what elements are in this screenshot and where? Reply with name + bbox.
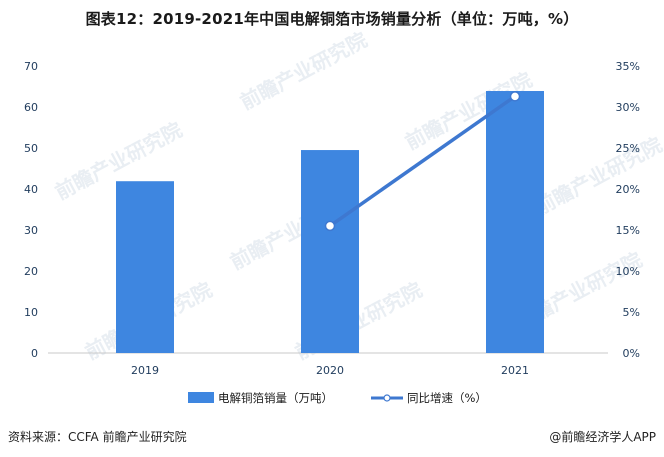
growth-point-0: [324, 220, 336, 232]
legend-bar-label: 电解铜箔销量（万吨）: [218, 391, 333, 405]
y-right-tick-25pct: 25%: [616, 142, 640, 155]
y-right-tick-30pct: 30%: [616, 101, 640, 114]
bar-2019: [116, 181, 174, 353]
watermark-1: 前瞻产业研究院: [236, 27, 371, 114]
growth-point-1: [509, 91, 521, 102]
x-tick-2021: 2021: [501, 364, 529, 377]
legend-bar-swatch: [188, 392, 214, 403]
x-tick-2020: 2020: [316, 364, 344, 377]
y-left-tick-70: 70: [24, 60, 38, 73]
y-right-tick-5pct: 5%: [623, 306, 640, 319]
y-left-tick-20: 20: [24, 265, 38, 278]
watermark-4: 前瞻产业研究院: [531, 132, 664, 219]
bar-2020: [301, 150, 359, 353]
y-right-tick-35pct: 35%: [616, 60, 640, 73]
y-left-tick-50: 50: [24, 142, 38, 155]
y-right-tick-15pct: 15%: [616, 224, 640, 237]
y-right-tick-0pct: 0%: [623, 347, 640, 360]
source-note: 资料来源：CCFA 前瞻产业研究院: [8, 430, 187, 444]
chart-title: 图表12：2019-2021年中国电解铜箔市场销量分析（单位：万吨，%）: [85, 10, 579, 28]
y-right-tick-10pct: 10%: [616, 265, 640, 278]
y-left-tick-10: 10: [24, 306, 38, 319]
brand-credit-text: @前瞻经济学人APP: [549, 430, 656, 444]
y-right-tick-20pct: 20%: [616, 183, 640, 196]
brand-credit: @前瞻经济学人APP: [549, 428, 656, 445]
y-left-tick-60: 60: [24, 101, 38, 114]
bar-2021: [486, 91, 544, 353]
growth-line: [328, 94, 517, 228]
y-left-tick-40: 40: [24, 183, 38, 196]
x-tick-2019: 2019: [131, 364, 159, 377]
y-left-tick-0: 0: [31, 347, 38, 360]
legend-line-label: 同比增速（%）: [407, 391, 487, 405]
legend-line-marker: [383, 394, 391, 402]
y-left-tick-30: 30: [24, 224, 38, 237]
